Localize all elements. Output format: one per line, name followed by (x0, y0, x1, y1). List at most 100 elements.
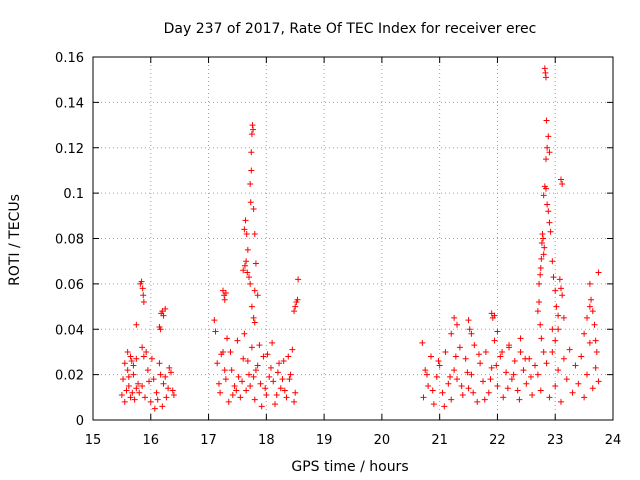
data-point (534, 308, 541, 315)
data-point (581, 394, 588, 401)
data-point (474, 398, 481, 405)
data-point (267, 364, 274, 371)
data-point (549, 348, 556, 355)
x-tick-label: 21 (431, 433, 448, 448)
data-point (543, 360, 550, 367)
data-point (480, 378, 486, 385)
data-point (160, 312, 167, 319)
data-point (131, 396, 138, 403)
data-point (157, 326, 164, 333)
data-point (251, 230, 258, 237)
data-point (248, 149, 255, 156)
data-point (536, 280, 543, 287)
data-point (127, 353, 134, 360)
y-tick-label: 0.06 (55, 278, 84, 293)
data-point (546, 394, 553, 401)
data-point (558, 285, 564, 292)
data-point (448, 330, 455, 337)
y-tick-label: 0.04 (55, 323, 84, 338)
data-point (244, 246, 251, 253)
data-point (248, 344, 255, 351)
data-point (235, 373, 242, 380)
data-point (595, 269, 602, 276)
data-point (160, 380, 167, 387)
data-point (251, 319, 258, 326)
data-point (240, 355, 247, 362)
data-point (529, 392, 536, 399)
data-point (260, 353, 267, 360)
data-point (465, 385, 472, 392)
data-point (593, 348, 600, 355)
data-point (247, 181, 254, 188)
data-point (586, 339, 593, 346)
data-point (138, 278, 145, 285)
data-point (144, 367, 151, 374)
data-point (503, 369, 510, 376)
data-point (248, 167, 255, 174)
data-point (584, 314, 590, 321)
data-point (166, 364, 173, 371)
data-point (292, 303, 299, 310)
data-point (552, 382, 559, 389)
data-point (234, 337, 241, 344)
x-tick-label: 20 (374, 433, 391, 448)
x-tick-label: 19 (316, 433, 333, 448)
y-tick-label: 0.14 (55, 96, 84, 111)
data-point (558, 176, 564, 183)
x-tick-label: 18 (258, 433, 275, 448)
data-point (243, 230, 250, 237)
data-point (294, 296, 301, 303)
data-point (248, 303, 255, 310)
x-tick-label: 23 (547, 433, 564, 448)
data-point (130, 362, 137, 369)
data-point (491, 312, 498, 319)
data-point (139, 382, 146, 389)
data-point (157, 371, 164, 378)
data-point (243, 258, 250, 265)
data-point (250, 206, 257, 213)
y-axis-label: ROTI / TECUs (7, 194, 23, 286)
data-point (589, 308, 596, 315)
data-point (217, 389, 224, 396)
data-point (170, 392, 177, 399)
grid-lines (93, 57, 613, 420)
data-point (578, 353, 585, 360)
data-point (456, 344, 463, 351)
data-point (140, 353, 147, 360)
data-point (527, 373, 534, 380)
data-point (538, 240, 545, 247)
data-point (471, 342, 478, 349)
data-point (247, 280, 254, 287)
data-point (285, 353, 292, 360)
data-point (139, 344, 146, 351)
data-point (231, 382, 238, 389)
data-point (586, 280, 593, 287)
data-point (121, 360, 128, 367)
data-point (504, 385, 511, 392)
data-point (422, 367, 429, 374)
data-point (256, 342, 263, 349)
data-point (485, 389, 492, 396)
data-point (538, 255, 545, 262)
data-point (439, 389, 446, 396)
data-point (429, 387, 436, 394)
data-point (120, 376, 127, 383)
data-point (136, 389, 143, 396)
data-point (534, 371, 541, 378)
data-point (125, 382, 132, 389)
data-point (584, 371, 590, 378)
data-point (281, 387, 288, 394)
data-point (549, 258, 556, 265)
data-point (124, 367, 131, 374)
data-point (470, 389, 477, 396)
data-point (511, 358, 518, 365)
data-point (241, 330, 248, 337)
data-point (242, 217, 249, 224)
data-point (159, 403, 166, 410)
data-point (436, 362, 443, 369)
data-point (532, 362, 538, 369)
data-point (465, 317, 472, 324)
data-point (542, 74, 549, 81)
data-point (143, 348, 150, 355)
data-point (252, 260, 259, 267)
